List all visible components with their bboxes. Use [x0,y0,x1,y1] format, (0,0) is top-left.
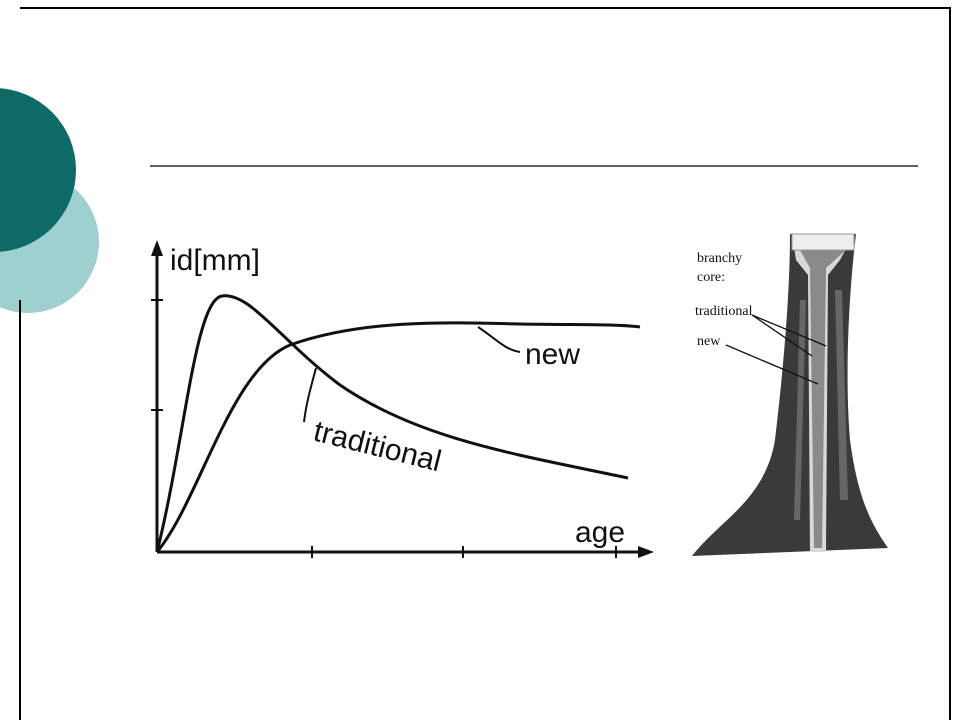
top-cut [792,234,854,250]
figure-traditional-label: traditional [695,304,753,319]
x-axis-label: age [575,516,625,549]
y-axis-label: id[mm] [170,244,260,277]
figure-new-label: new [697,334,721,349]
new-label: new [525,338,580,371]
core-label-line: core: [697,270,725,285]
slide: id[mm] age new traditional branchy core:… [0,0,954,720]
core-label-line: branchy [697,251,742,266]
